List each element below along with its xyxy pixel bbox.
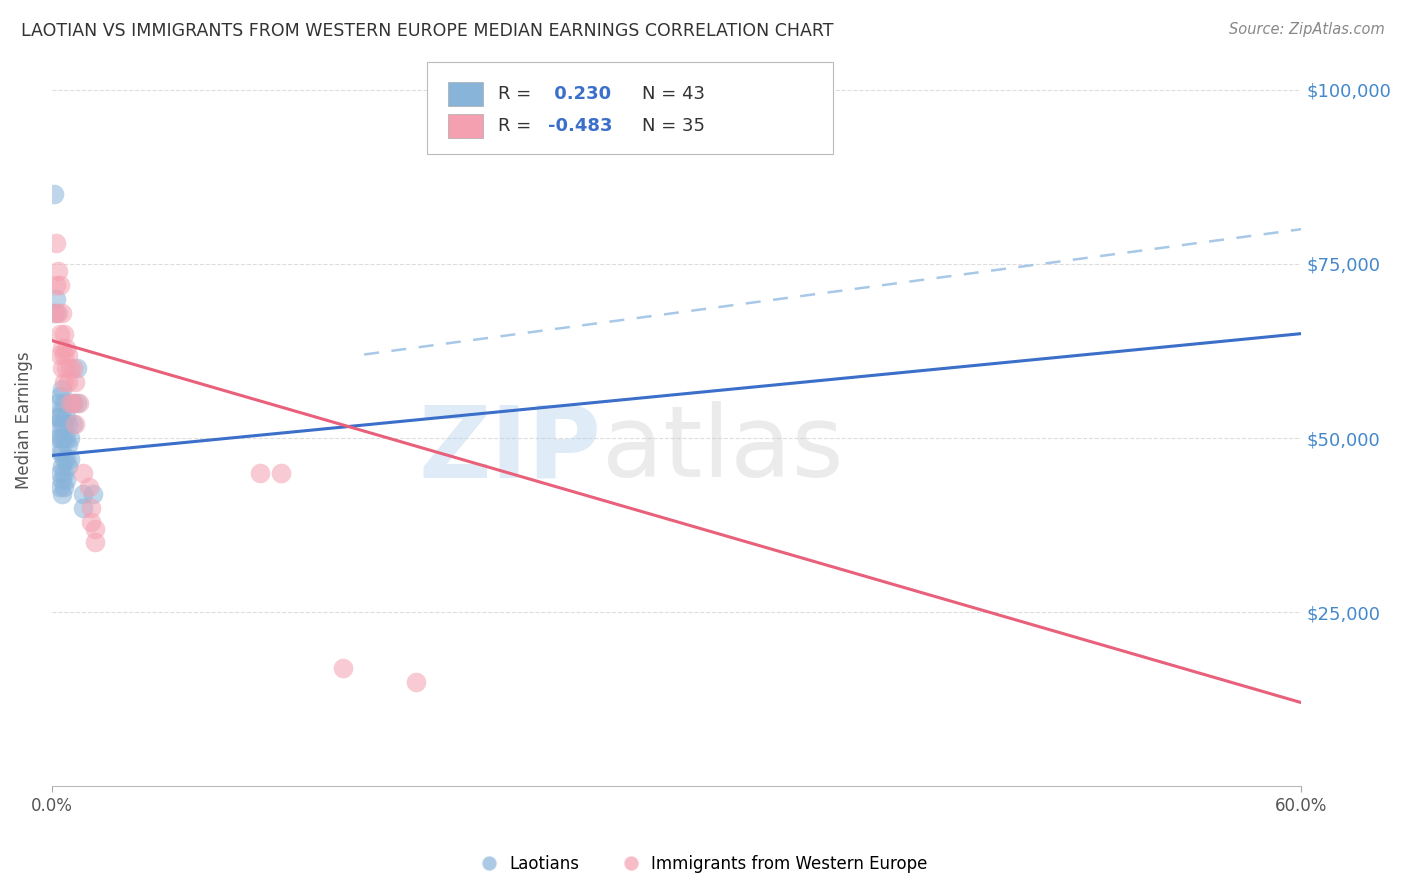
- Point: [53, 417, 76, 431]
- Point: [66, 361, 89, 376]
- Point: [49, 410, 72, 425]
- Point: [51, 473, 73, 487]
- Point: [55, 451, 77, 466]
- Point: [49, 389, 72, 403]
- Point: [49, 466, 72, 480]
- Point: [53, 480, 76, 494]
- Point: [51, 445, 73, 459]
- Point: [58, 417, 80, 431]
- Point: [59, 361, 82, 376]
- Point: [53, 396, 76, 410]
- Point: [49, 326, 72, 341]
- Point: [55, 361, 77, 376]
- Point: [249, 466, 271, 480]
- Point: [51, 458, 73, 473]
- Point: [53, 347, 76, 361]
- Point: [51, 382, 73, 396]
- Point: [46, 264, 69, 278]
- Point: [51, 417, 73, 431]
- Point: [51, 306, 73, 320]
- Text: R =: R =: [498, 117, 537, 135]
- Point: [58, 376, 80, 390]
- Point: [405, 674, 427, 689]
- Point: [80, 500, 103, 515]
- Point: [49, 431, 72, 445]
- Point: [49, 347, 72, 361]
- Point: [45, 277, 67, 292]
- Text: atlas: atlas: [602, 401, 844, 499]
- Point: [46, 417, 69, 431]
- Point: [58, 347, 80, 361]
- Point: [59, 451, 82, 466]
- Point: [51, 431, 73, 445]
- Point: [80, 515, 103, 529]
- Point: [59, 431, 82, 445]
- Point: [62, 361, 84, 376]
- Point: [45, 306, 67, 320]
- Point: [72, 487, 94, 501]
- Point: [55, 473, 77, 487]
- Point: [62, 396, 84, 410]
- Text: R =: R =: [498, 85, 537, 103]
- Point: [51, 487, 73, 501]
- Point: [55, 431, 77, 445]
- Y-axis label: Median Earnings: Median Earnings: [15, 351, 32, 490]
- Point: [72, 500, 94, 515]
- Point: [46, 410, 69, 425]
- FancyBboxPatch shape: [449, 82, 482, 105]
- Point: [49, 480, 72, 494]
- Text: N = 43: N = 43: [641, 85, 704, 103]
- Point: [82, 487, 104, 501]
- Point: [72, 466, 94, 480]
- Point: [42, 187, 65, 202]
- Text: -0.483: -0.483: [548, 117, 612, 135]
- Point: [53, 376, 76, 390]
- Point: [58, 438, 80, 452]
- Text: N = 35: N = 35: [641, 117, 704, 135]
- Point: [53, 451, 76, 466]
- Text: LAOTIAN VS IMMIGRANTS FROM WESTERN EUROPE MEDIAN EARNINGS CORRELATION CHART: LAOTIAN VS IMMIGRANTS FROM WESTERN EUROP…: [21, 22, 834, 40]
- Point: [51, 341, 73, 355]
- Point: [332, 661, 354, 675]
- Point: [49, 277, 72, 292]
- Point: [66, 396, 89, 410]
- Point: [53, 326, 76, 341]
- Point: [58, 458, 80, 473]
- FancyBboxPatch shape: [426, 62, 832, 153]
- Point: [270, 466, 292, 480]
- Point: [62, 396, 84, 410]
- Text: ZIP: ZIP: [419, 401, 602, 499]
- Point: [53, 466, 76, 480]
- Point: [46, 306, 69, 320]
- Point: [46, 396, 69, 410]
- Point: [45, 236, 67, 251]
- Point: [63, 376, 86, 390]
- FancyBboxPatch shape: [449, 114, 482, 137]
- Point: [77, 480, 100, 494]
- Point: [59, 396, 82, 410]
- Point: [84, 535, 107, 549]
- Text: 0.230: 0.230: [548, 85, 612, 103]
- Legend: Laotians, Immigrants from Western Europe: Laotians, Immigrants from Western Europe: [472, 848, 934, 880]
- Point: [45, 292, 67, 306]
- Point: [55, 410, 77, 425]
- Point: [51, 403, 73, 417]
- Point: [51, 361, 73, 376]
- Point: [46, 431, 69, 445]
- Point: [62, 417, 84, 431]
- Point: [67, 396, 90, 410]
- Point: [42, 306, 65, 320]
- Point: [63, 417, 86, 431]
- Point: [49, 445, 72, 459]
- Point: [84, 522, 107, 536]
- Point: [53, 431, 76, 445]
- Point: [55, 341, 77, 355]
- Text: Source: ZipAtlas.com: Source: ZipAtlas.com: [1229, 22, 1385, 37]
